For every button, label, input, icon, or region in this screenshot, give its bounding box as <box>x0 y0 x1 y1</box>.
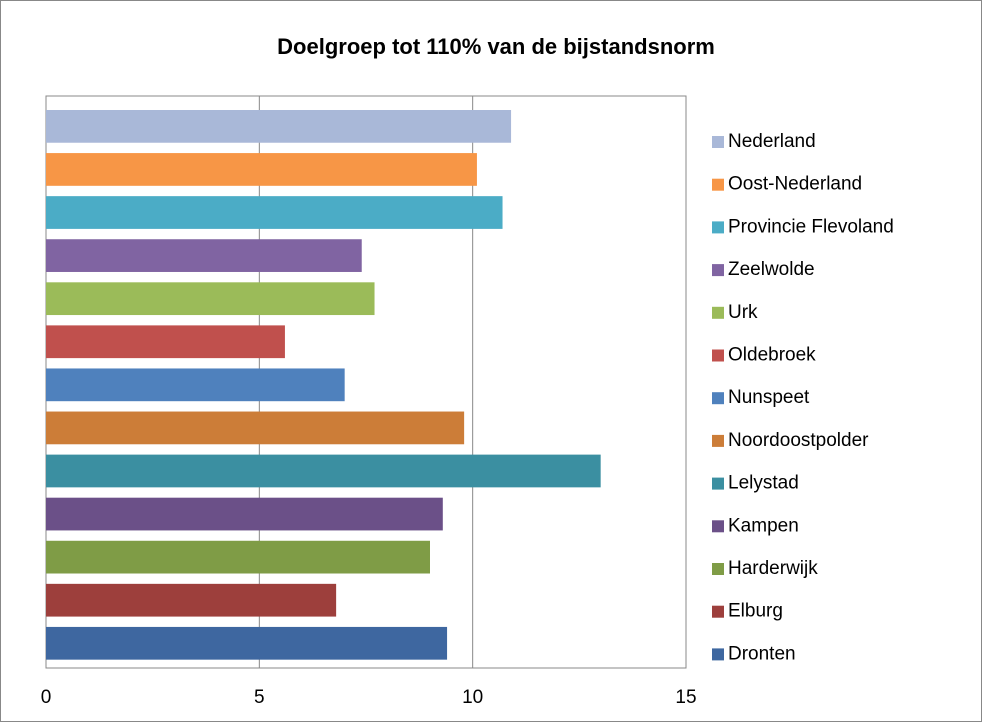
legend-label: Oost-Nederland <box>728 174 862 195</box>
legend-swatch <box>712 306 724 319</box>
bar <box>46 368 345 402</box>
bar <box>46 626 448 660</box>
legend-label: Lelystad <box>728 473 799 494</box>
x-tick-label: 10 <box>462 687 483 708</box>
bar <box>46 454 601 488</box>
x-tick-label: 0 <box>41 687 52 708</box>
legend-swatch <box>712 392 724 405</box>
legend-swatch <box>712 434 724 447</box>
legend-label: Nunspeet <box>728 387 810 408</box>
x-tick-label: 5 <box>254 687 265 708</box>
legend-swatch <box>712 563 724 575</box>
legend-swatch <box>712 136 724 148</box>
bar <box>46 282 375 316</box>
bar <box>46 196 503 229</box>
bar <box>46 239 362 272</box>
legend-swatch <box>712 648 724 661</box>
bar <box>46 325 285 359</box>
legend-label: Nederland <box>728 131 816 152</box>
legend-label: Provincie Flevoland <box>728 216 894 237</box>
chart-title: Doelgroep tot 110% van de bijstandsnorm <box>277 34 715 59</box>
x-tick-label: 15 <box>675 687 696 708</box>
bar <box>46 497 443 531</box>
legend-swatch <box>712 178 724 191</box>
legend-label: Elburg <box>728 601 783 622</box>
bar <box>46 583 337 617</box>
legend-swatch <box>712 520 724 533</box>
legend-label: Oldebroek <box>728 345 816 366</box>
bar <box>46 153 477 186</box>
bar <box>46 110 512 143</box>
legend-swatch <box>712 605 724 618</box>
bar <box>46 540 430 574</box>
legend-label: Dronten <box>728 643 796 664</box>
legend-swatch <box>712 221 724 234</box>
legend-swatch <box>712 349 724 362</box>
legend-label: Harderwijk <box>728 558 818 579</box>
legend-label: Urk <box>728 302 758 323</box>
bar <box>46 411 465 445</box>
legend-label: Kampen <box>728 515 799 536</box>
legend-label: Zeelwolde <box>728 259 815 280</box>
legend-swatch <box>712 477 724 490</box>
legend-swatch <box>712 264 724 277</box>
legend-label: Noordoostpolder <box>728 430 869 451</box>
